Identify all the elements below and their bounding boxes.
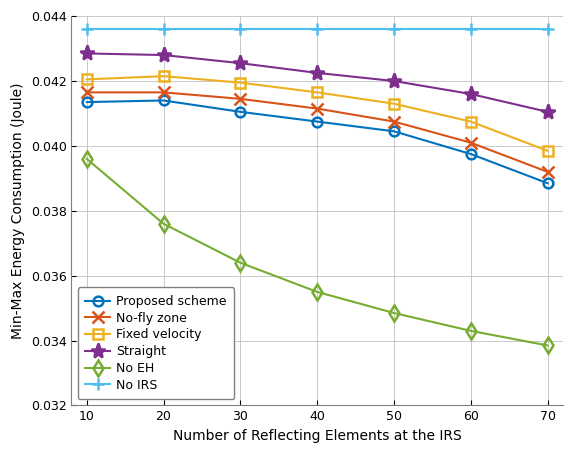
Line: Proposed scheme: Proposed scheme [82, 96, 552, 188]
Fixed velocity [83, 77, 90, 82]
No-fly zone [83, 89, 90, 95]
Line: Fixed velocity: Fixed velocity [82, 71, 552, 156]
No EH [544, 343, 551, 348]
No EH [83, 156, 90, 162]
Line: No IRS: No IRS [80, 23, 554, 35]
Proposed scheme [237, 109, 244, 114]
Y-axis label: Min-Max Energy Consumption (Joule): Min-Max Energy Consumption (Joule) [11, 83, 25, 339]
Straight [237, 60, 244, 66]
Straight [83, 51, 90, 56]
No EH [314, 289, 321, 295]
Proposed scheme [390, 128, 397, 134]
No-fly zone [467, 140, 474, 145]
Fixed velocity [160, 74, 167, 79]
No EH [467, 328, 474, 334]
Proposed scheme [83, 99, 90, 105]
Proposed scheme [467, 151, 474, 157]
Line: Straight: Straight [79, 46, 555, 119]
No EH [390, 310, 397, 316]
Straight [160, 52, 167, 58]
No IRS [314, 26, 321, 32]
No EH [237, 260, 244, 266]
No IRS [237, 26, 244, 32]
Line: No-fly zone: No-fly zone [81, 87, 553, 178]
Straight [390, 78, 397, 84]
No IRS [467, 26, 474, 32]
No IRS [160, 26, 167, 32]
No-fly zone [160, 89, 167, 95]
Straight [314, 70, 321, 76]
No-fly zone [544, 169, 551, 175]
Fixed velocity [314, 89, 321, 95]
No IRS [83, 26, 90, 32]
Legend: Proposed scheme, No-fly zone, Fixed velocity, Straight, No EH, No IRS: Proposed scheme, No-fly zone, Fixed velo… [77, 287, 234, 399]
Line: No EH: No EH [81, 153, 553, 351]
Fixed velocity [544, 148, 551, 153]
No-fly zone [390, 119, 397, 124]
Fixed velocity [467, 119, 474, 124]
Fixed velocity [237, 80, 244, 85]
Fixed velocity [390, 101, 397, 106]
Straight [544, 109, 551, 114]
No IRS [544, 26, 551, 32]
Proposed scheme [160, 98, 167, 103]
No-fly zone [237, 96, 244, 102]
Straight [467, 91, 474, 97]
Proposed scheme [544, 181, 551, 186]
No IRS [390, 26, 397, 32]
No EH [160, 221, 167, 227]
X-axis label: Number of Reflecting Elements at the IRS: Number of Reflecting Elements at the IRS [173, 429, 461, 443]
Proposed scheme [314, 119, 321, 124]
No-fly zone [314, 106, 321, 111]
